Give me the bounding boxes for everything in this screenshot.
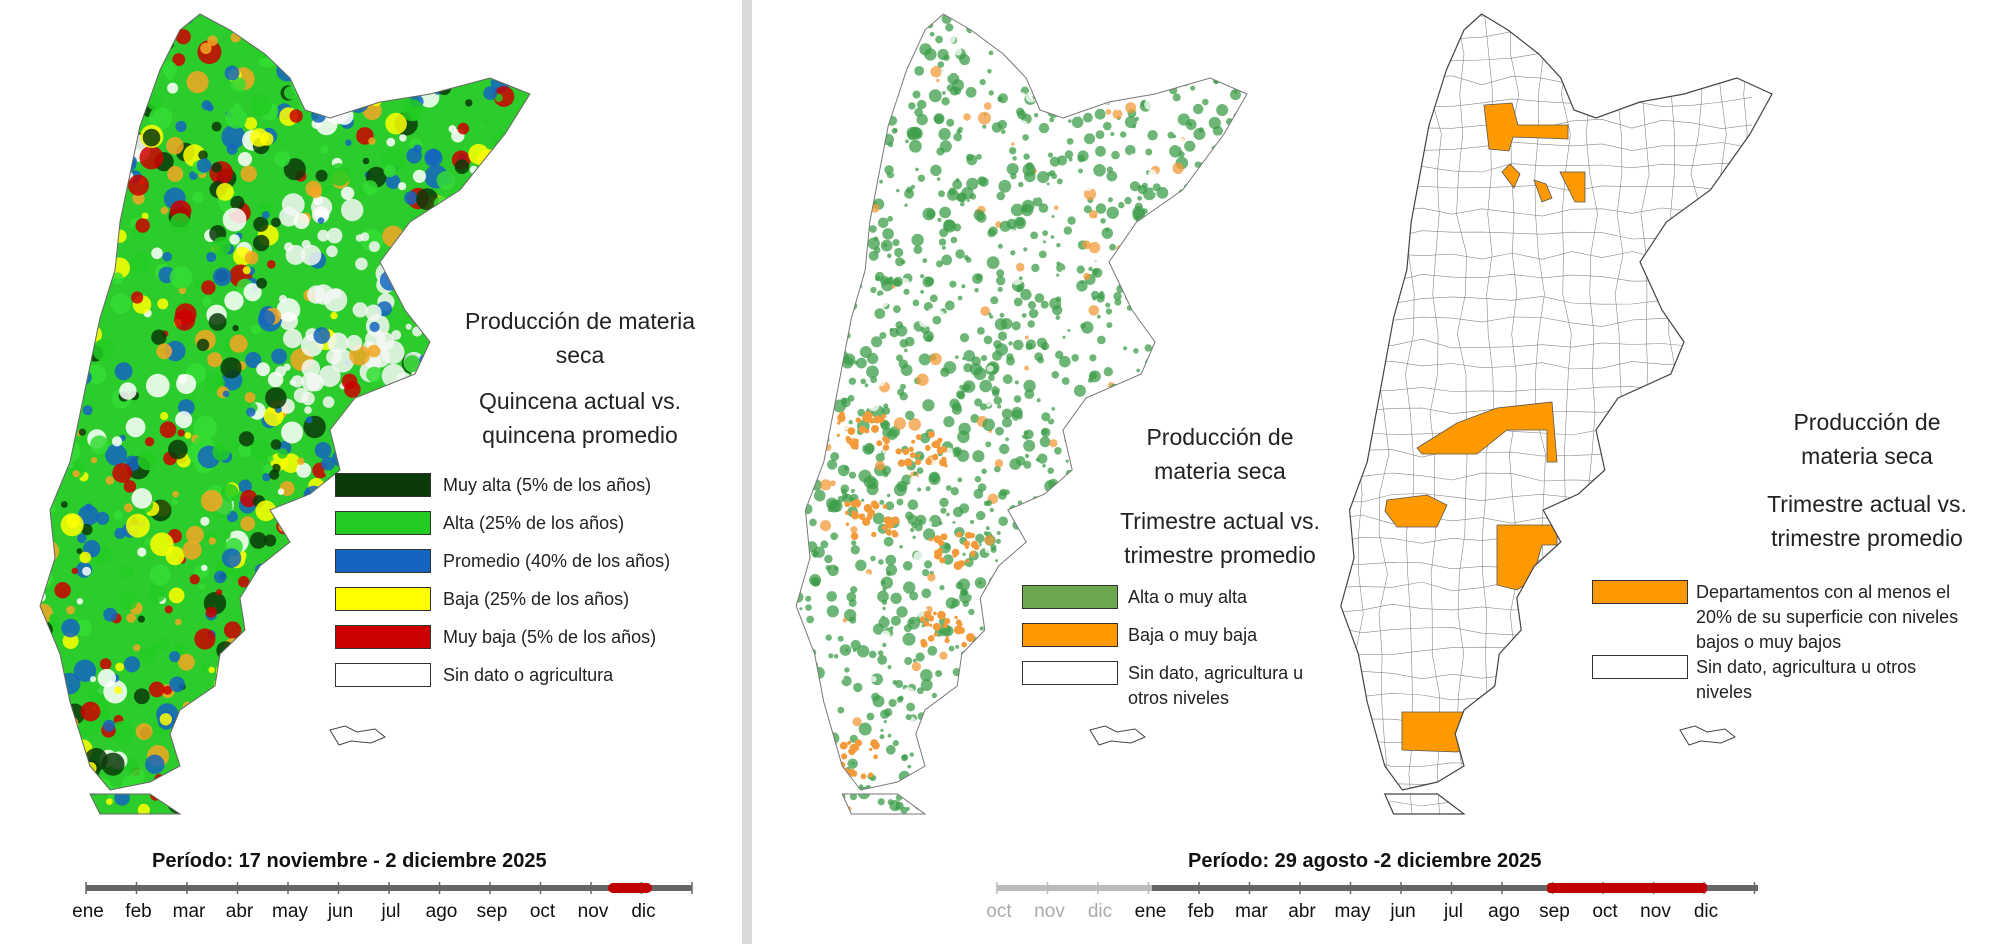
timeline-highlight bbox=[608, 883, 652, 893]
month-label: may bbox=[1334, 901, 1371, 922]
legend-label: Sin dato, agricultura u otros bbox=[1696, 657, 1917, 677]
legend-item-baja-muy-baja: Baja o muy baja bbox=[1022, 623, 1257, 648]
month-label: abr bbox=[225, 901, 254, 922]
month-label: ago bbox=[425, 901, 458, 922]
legend-item-muy-baja: Muy baja (5% de los años) bbox=[335, 625, 656, 650]
month-label: sep bbox=[476, 901, 508, 922]
legend-label: Muy alta (5% de los años) bbox=[443, 475, 652, 495]
legend-item-sin-dato: Sin dato o agricultura bbox=[335, 663, 613, 688]
legend-item-promedio: Promedio (40% de los años) bbox=[335, 549, 670, 574]
panel-divider bbox=[742, 0, 752, 944]
middle-title: Producción de materia seca bbox=[1146, 424, 1294, 484]
month-label: oct bbox=[986, 901, 1012, 922]
month-label: oct bbox=[529, 901, 556, 922]
month-label: nov bbox=[1640, 901, 1671, 922]
legend-swatch bbox=[335, 625, 431, 649]
month-label: nov bbox=[1034, 901, 1065, 922]
month-label: feb bbox=[1187, 901, 1215, 922]
month-label: jun bbox=[1390, 901, 1416, 922]
legend-item-sin-dato-deptos: Sin dato, agricultura u otros niveles bbox=[1592, 655, 1916, 705]
left-subtitle: Quincena actual vs. quincena promedio bbox=[478, 388, 681, 448]
argentina-map-departments bbox=[1340, 13, 1773, 815]
legend-label-cont: niveles bbox=[1696, 682, 1753, 702]
argentina-map-biweekly bbox=[39, 13, 531, 815]
legend-label: Alta (25% de los años) bbox=[443, 513, 625, 533]
legend-swatch bbox=[335, 473, 431, 497]
month-label: ene bbox=[1134, 901, 1167, 922]
month-label: jul bbox=[381, 901, 401, 922]
legend-label: Promedio (40% de los años) bbox=[443, 551, 671, 571]
legend-label-cont: bajos o muy bajos bbox=[1696, 632, 1842, 652]
legend-swatch bbox=[1022, 661, 1118, 685]
legend-swatch bbox=[1022, 623, 1118, 647]
legend-label: Baja o muy baja bbox=[1128, 625, 1258, 645]
legend-item-alta: Alta (25% de los años) bbox=[335, 511, 624, 536]
month-label: ene bbox=[72, 901, 104, 922]
left-timeline bbox=[85, 882, 693, 894]
month-label: ago bbox=[1488, 901, 1520, 922]
legend-swatch bbox=[335, 549, 431, 573]
right-panel: Producción de materia seca Trimestre act… bbox=[752, 0, 2001, 944]
right-timeline bbox=[996, 882, 1758, 894]
left-panel: Producción de materia seca Quincena actu… bbox=[0, 0, 740, 944]
legend-label: Sin dato o agricultura bbox=[443, 665, 614, 685]
legend-swatch bbox=[1592, 580, 1688, 604]
legend-label-cont: otros niveles bbox=[1128, 688, 1230, 708]
legend-item-muy-alta: Muy alta (5% de los años) bbox=[335, 473, 651, 498]
month-label: sep bbox=[1539, 901, 1570, 922]
legend-swatch bbox=[335, 663, 431, 687]
right-subtitle: Trimestre actual vs. trimestre promedio bbox=[1767, 491, 1967, 551]
right-period: Período: 29 agosto -2 diciembre 2025 bbox=[1188, 850, 1542, 872]
right-title: Producción de materia seca bbox=[1793, 409, 1941, 469]
legend-item-sin-dato: Sin dato, agricultura u otros niveles bbox=[1022, 661, 1303, 711]
month-label: jun bbox=[327, 901, 354, 922]
month-label: abr bbox=[1288, 901, 1316, 922]
month-label: dic bbox=[1087, 901, 1113, 922]
legend-swatch bbox=[1592, 655, 1688, 679]
legend-item-baja: Baja (25% de los años) bbox=[335, 587, 629, 612]
legend-swatch bbox=[1022, 585, 1118, 609]
legend-label: Departamentos con al menos el bbox=[1696, 582, 1951, 602]
month-label: jul bbox=[1443, 901, 1464, 922]
legend-label: Baja (25% de los años) bbox=[443, 589, 630, 609]
month-label: feb bbox=[125, 901, 152, 922]
legend-item-departamentos-bajos: Departamentos con al menos el 20% de su … bbox=[1592, 580, 1958, 655]
legend-swatch bbox=[335, 511, 431, 535]
month-label: mar bbox=[172, 901, 206, 922]
left-title: Producción de materia seca bbox=[464, 308, 696, 368]
timeline-highlight bbox=[1547, 883, 1707, 893]
legend-label: Muy baja (5% de los años) bbox=[443, 627, 657, 647]
legend-swatch bbox=[335, 587, 431, 611]
legend-item-alta-muy-alta: Alta o muy alta bbox=[1022, 585, 1247, 610]
left-period: Período: 17 noviembre - 2 diciembre 2025 bbox=[152, 850, 547, 872]
month-label: mar bbox=[1235, 901, 1268, 922]
legend-label-cont: 20% de su superficie con niveles bbox=[1696, 607, 1959, 627]
argentina-map-quarterly-pixels bbox=[795, 13, 1248, 815]
month-label: oct bbox=[1592, 901, 1618, 922]
month-label: dic bbox=[1693, 901, 1719, 922]
month-label: dic bbox=[631, 901, 656, 922]
legend-label: Sin dato, agricultura u bbox=[1128, 663, 1304, 683]
middle-subtitle: Trimestre actual vs. trimestre promedio bbox=[1120, 508, 1320, 568]
month-label: nov bbox=[577, 901, 609, 922]
legend-label: Alta o muy alta bbox=[1128, 587, 1248, 607]
month-label: may bbox=[272, 901, 308, 922]
